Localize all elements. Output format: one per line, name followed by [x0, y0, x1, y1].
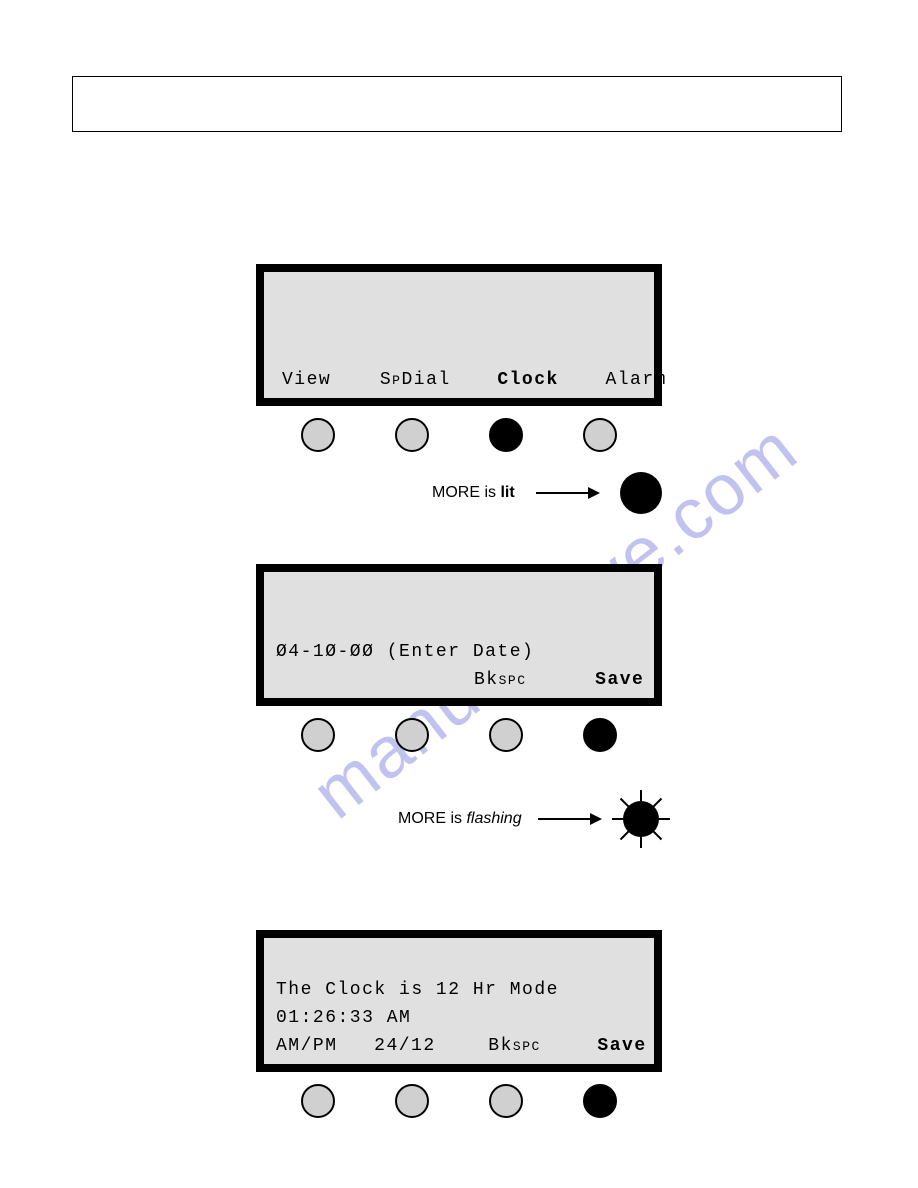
softkey-button-1[interactable] — [301, 1084, 335, 1118]
lcd-screen-3: The Clock is 12 Hr Mode 01:26:33 AM AM/P… — [256, 930, 662, 1072]
softkey-row: AM/PM 24/12 BkSPC Save — [276, 1036, 647, 1056]
screen-panel-3: The Clock is 12 Hr Mode 01:26:33 AM AM/P… — [256, 930, 662, 1118]
softkey-clock: Clock — [497, 370, 559, 390]
lcd-line-time: 01:26:33 AM — [276, 1008, 411, 1028]
button-row-2 — [256, 718, 662, 752]
softkey-button-3[interactable] — [489, 718, 523, 752]
softkey-button-3[interactable] — [489, 418, 523, 452]
softkey-save: Save — [595, 670, 644, 690]
softkey-button-2[interactable] — [395, 718, 429, 752]
lcd-screen-2: Ø4-1Ø-ØØ (Enter Date) BkSPC Save — [256, 564, 662, 706]
button-row-3 — [256, 1084, 662, 1118]
softkey-2412: 24/12 — [374, 1036, 436, 1056]
softkey-save: Save — [597, 1036, 646, 1056]
softkey-spdial: SPDial — [380, 370, 463, 390]
softkey-button-3[interactable] — [489, 1084, 523, 1118]
softkey-button-4[interactable] — [583, 1084, 617, 1118]
softkey-view: View — [282, 370, 331, 390]
more-lit-icon — [620, 472, 662, 514]
softkey-bkspc: BkSPC — [474, 670, 539, 690]
softkey-button-2[interactable] — [395, 1084, 429, 1118]
more-flashing-label: MORE is flashing — [398, 810, 522, 828]
button-row-1 — [256, 418, 662, 452]
lcd-screen-1: View SPDial Clock Alarm — [256, 264, 662, 406]
more-lit-label: MORE is lit — [432, 484, 515, 502]
softkey-button-1[interactable] — [301, 718, 335, 752]
screen-panel-1: View SPDial Clock Alarm — [256, 264, 662, 452]
softkey-bkspc: BkSPC — [488, 1036, 553, 1056]
softkey-row: View SPDial Clock Alarm — [282, 370, 667, 390]
screen-panel-2: Ø4-1Ø-ØØ (Enter Date) BkSPC Save — [256, 564, 662, 752]
softkey-button-2[interactable] — [395, 418, 429, 452]
softkey-button-4[interactable] — [583, 718, 617, 752]
softkey-button-4[interactable] — [583, 418, 617, 452]
softkey-alarm: Alarm — [605, 370, 667, 390]
softkey-button-1[interactable] — [301, 418, 335, 452]
arrow-icon — [536, 492, 598, 494]
header-box — [72, 76, 842, 132]
lcd-line-mode: The Clock is 12 Hr Mode — [276, 980, 559, 1000]
lcd-line-date: Ø4-1Ø-ØØ (Enter Date) — [276, 642, 534, 662]
arrow-icon — [538, 818, 600, 820]
softkey-ampm: AM/PM — [276, 1036, 338, 1056]
softkey-row: BkSPC Save — [474, 670, 644, 690]
more-flashing-icon — [620, 798, 662, 840]
